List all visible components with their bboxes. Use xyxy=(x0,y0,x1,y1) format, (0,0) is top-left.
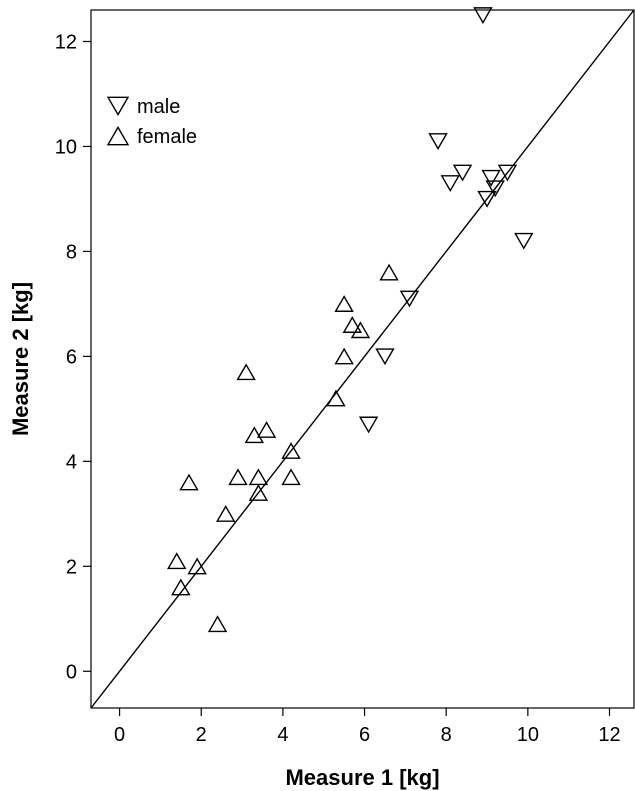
female-point xyxy=(187,557,207,575)
male-point xyxy=(473,7,493,25)
x-tick-label: 10 xyxy=(517,724,539,746)
female-point xyxy=(167,552,187,570)
female-point xyxy=(236,363,256,381)
female-point xyxy=(334,347,354,365)
identity-line-path xyxy=(90,9,635,709)
y-axis-title: Measure 2 [kg] xyxy=(8,282,33,436)
male-point xyxy=(485,180,505,198)
female-point xyxy=(350,321,371,339)
female-point xyxy=(334,295,354,312)
x-tick-label: 2 xyxy=(196,724,207,746)
female-point xyxy=(379,263,399,281)
y-tick-label: 4 xyxy=(66,451,77,473)
male-point xyxy=(428,133,448,150)
male-point xyxy=(477,190,497,208)
identity-line xyxy=(90,9,635,709)
male-point xyxy=(514,232,534,250)
x-tick-label: 8 xyxy=(441,724,452,746)
data-points xyxy=(167,7,534,633)
female-point xyxy=(248,468,269,486)
male-point xyxy=(481,169,501,187)
female-point xyxy=(342,316,363,333)
male-point xyxy=(497,164,518,182)
male-point xyxy=(440,175,460,192)
female-point xyxy=(281,468,301,486)
female-point xyxy=(256,421,277,438)
female-point xyxy=(244,426,265,444)
y-tick-label: 2 xyxy=(66,556,77,578)
legend-label-female: female xyxy=(137,126,197,148)
x-tick-label: 6 xyxy=(359,724,370,746)
male-point xyxy=(375,348,395,366)
x-axis: 0 2 4 6 8 10 12 xyxy=(114,708,621,746)
x-tick-label: 4 xyxy=(277,724,288,746)
female-point xyxy=(228,468,248,486)
male-point xyxy=(399,290,420,308)
y-axis: 0 2 4 6 8 10 12 xyxy=(55,31,91,683)
y-tick-label: 8 xyxy=(66,241,77,263)
legend-marker-male xyxy=(106,96,130,117)
female-point xyxy=(248,484,269,501)
x-axis-title: Measure 1 [kg] xyxy=(285,765,439,790)
y-tick-label: 12 xyxy=(55,31,77,53)
female-point xyxy=(171,578,191,596)
plot-frame xyxy=(90,9,635,709)
female-point xyxy=(216,505,236,522)
legend: male female xyxy=(106,96,197,148)
x-tick-label: 0 xyxy=(114,724,125,746)
female-point xyxy=(207,615,228,633)
female-point xyxy=(281,442,301,459)
legend-marker-female xyxy=(106,125,130,146)
legend-label-male: male xyxy=(137,96,180,118)
female-point xyxy=(179,473,199,491)
female-point xyxy=(326,389,346,407)
x-tick-label: 12 xyxy=(598,724,620,746)
plot-border xyxy=(90,9,635,709)
male-point xyxy=(358,416,379,434)
male-point xyxy=(452,164,473,182)
y-tick-label: 6 xyxy=(66,346,77,368)
y-tick-label: 0 xyxy=(66,661,77,683)
y-tick-label: 10 xyxy=(55,136,77,158)
